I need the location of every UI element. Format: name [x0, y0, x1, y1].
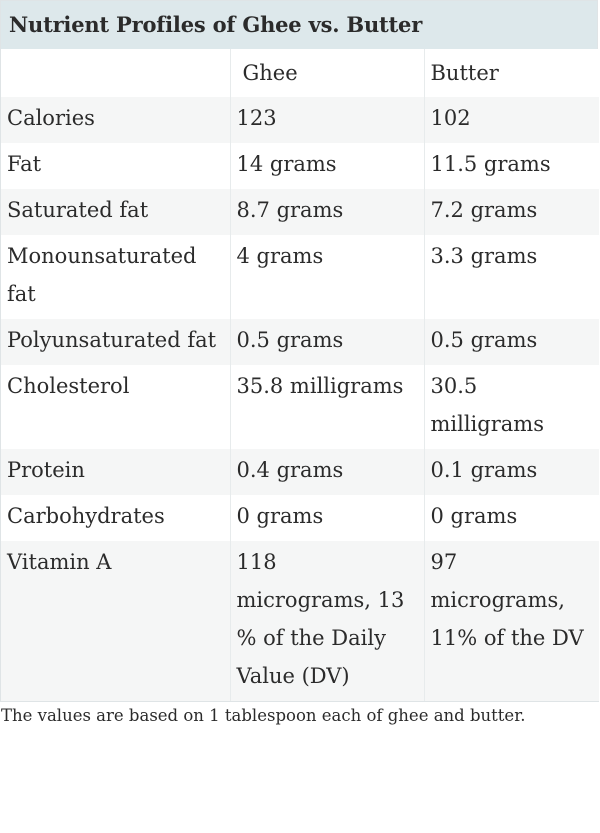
table-row: Polyunsaturated fat 0.5 grams 0.5 grams [1, 319, 599, 365]
butter-cell: 0.1 grams [424, 449, 599, 495]
butter-cell: 97 micrograms, 11% of the DV [424, 541, 599, 701]
nutrient-cell: Polyunsaturated fat [1, 319, 231, 365]
table-caption: Nutrient Profiles of Ghee vs. Butter [1, 1, 597, 49]
butter-cell: 0.5 grams [424, 319, 599, 365]
nutrient-cell: Monounsaturated fat [1, 235, 231, 319]
nutrient-cell: Protein [1, 449, 231, 495]
ghee-cell: 4 grams [230, 235, 425, 319]
butter-cell: 3.3 grams [424, 235, 599, 319]
nutrient-table-container: Nutrient Profiles of Ghee vs. Butter Ghe… [0, 0, 599, 701]
table-row: Protein 0.4 grams 0.1 grams [1, 449, 599, 495]
ghee-cell: 0 grams [230, 495, 425, 541]
nutrient-cell: Saturated fat [1, 189, 231, 235]
header-cell-ghee: Ghee [230, 49, 425, 97]
ghee-cell: 0.5 grams [230, 319, 425, 365]
butter-cell: 30.5 milligrams [424, 365, 599, 449]
table-row: Cholesterol 35.8 milligrams 30.5 milligr… [1, 365, 599, 449]
ghee-cell: 14 grams [230, 143, 425, 189]
table-row: Fat 14 grams 11.5 grams [1, 143, 599, 189]
nutrient-cell: Vitamin A [1, 541, 231, 701]
ghee-cell: 118 micrograms, 13 % of the Daily Value … [230, 541, 425, 701]
ghee-cell: 0.4 grams [230, 449, 425, 495]
ghee-cell: 123 [230, 97, 425, 143]
table-row: Calories 123 102 [1, 97, 599, 143]
butter-cell: 102 [424, 97, 599, 143]
nutrient-cell: Carbohydrates [1, 495, 231, 541]
header-cell-nutrient [1, 49, 231, 97]
table-row: Saturated fat 8.7 grams 7.2 grams [1, 189, 599, 235]
table-row: Carbohydrates 0 grams 0 grams [1, 495, 599, 541]
nutrient-cell: Calories [1, 97, 231, 143]
table-footnote: The values are based on 1 tablespoon eac… [0, 701, 599, 728]
header-cell-butter: Butter [424, 49, 599, 97]
butter-cell: 0 grams [424, 495, 599, 541]
ghee-cell: 8.7 grams [230, 189, 425, 235]
table-row: Vitamin A 118 micrograms, 13 % of the Da… [1, 541, 599, 701]
table-row: Monounsaturated fat 4 grams 3.3 grams [1, 235, 599, 319]
butter-cell: 11.5 grams [424, 143, 599, 189]
nutrient-cell: Fat [1, 143, 231, 189]
butter-cell: 7.2 grams [424, 189, 599, 235]
nutrient-cell: Cholesterol [1, 365, 231, 449]
ghee-cell: 35.8 milligrams [230, 365, 425, 449]
nutrient-table: Ghee Butter Calories 123 102 Fat 14 gram… [1, 49, 599, 701]
table-header-row: Ghee Butter [1, 49, 599, 97]
